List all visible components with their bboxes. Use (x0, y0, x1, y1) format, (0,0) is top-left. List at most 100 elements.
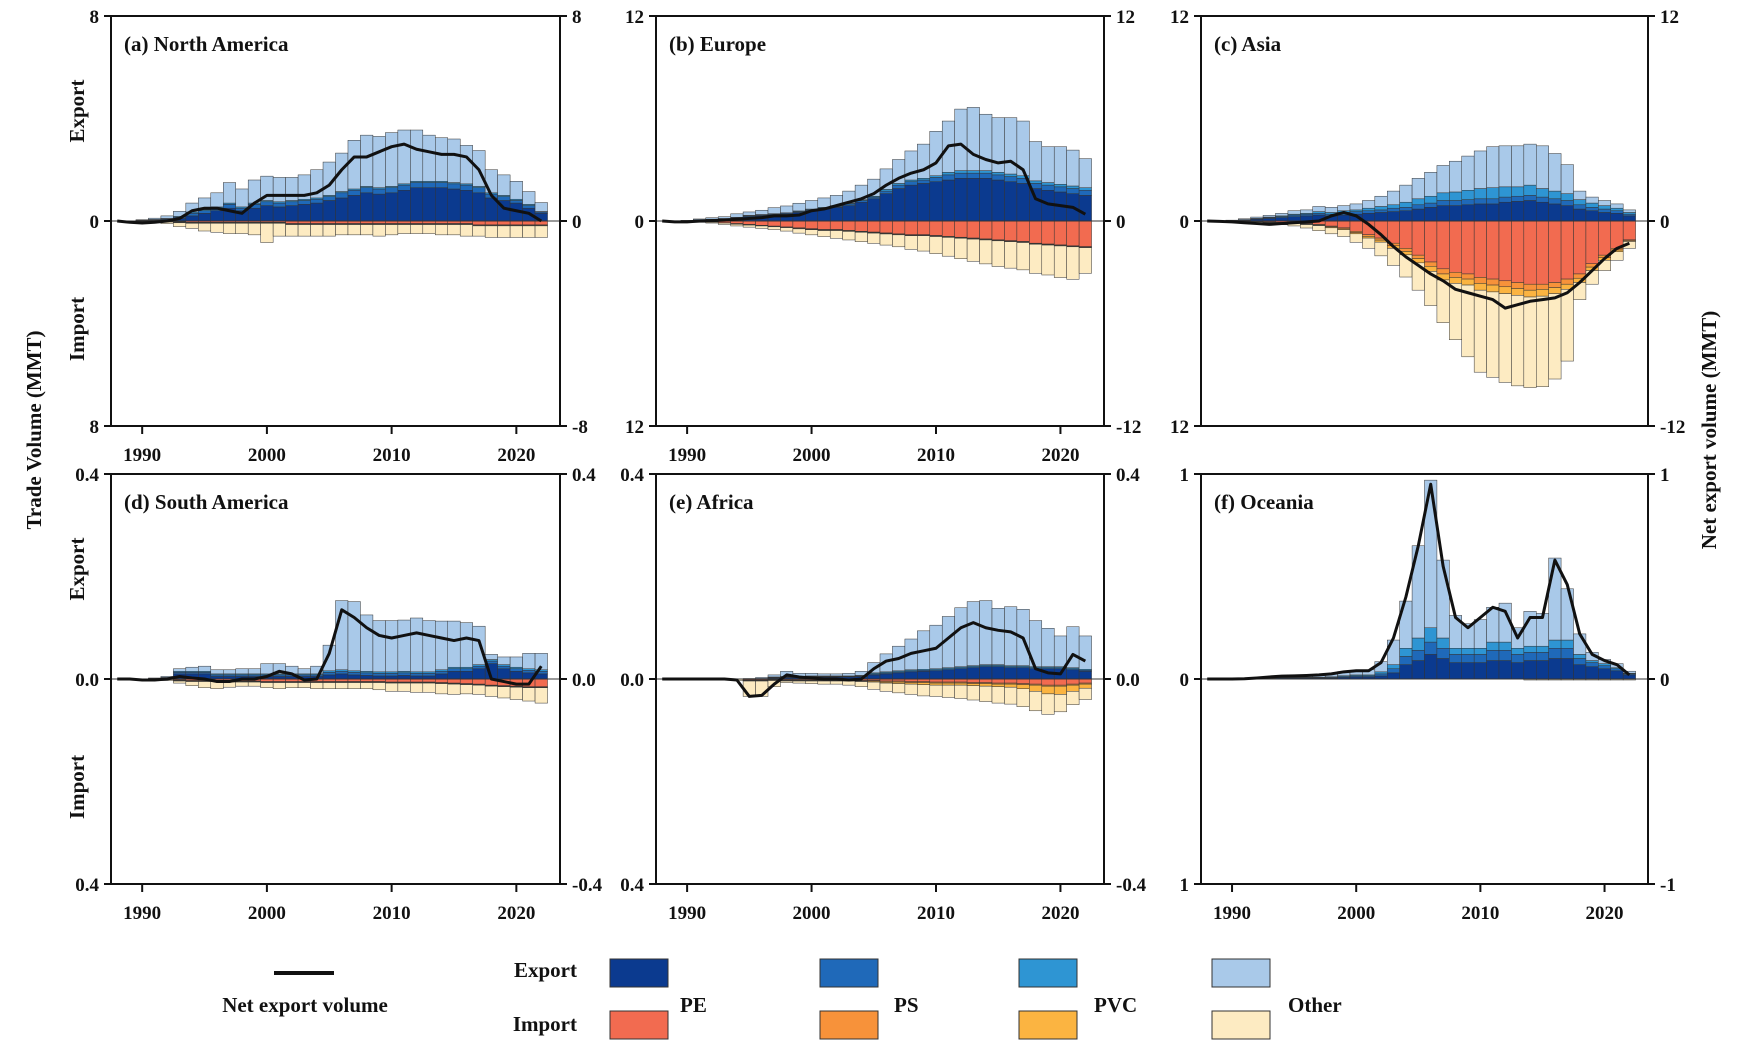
export-bar-ps (497, 665, 511, 670)
export-bar-ps (410, 182, 424, 188)
import-bar-pe (1029, 678, 1043, 685)
import-bar-pe (1473, 220, 1487, 278)
import-bar-pe (979, 220, 993, 240)
export-bar-pe (360, 675, 374, 680)
export-bar-other (1598, 200, 1611, 206)
export-bar-ps (372, 188, 386, 195)
export-bar-pe (892, 672, 906, 680)
export-bar-pe (1573, 208, 1587, 222)
import-bar-pe (1622, 220, 1636, 241)
export-bar-other (1523, 143, 1537, 186)
export-side-label: Export (65, 79, 89, 142)
import-bar-other (322, 224, 336, 237)
import-bar-other (1523, 296, 1537, 388)
export-bar-other (954, 108, 968, 171)
import-bar-pvc (1536, 289, 1549, 297)
import-bar-pe (1078, 220, 1092, 247)
panel-title: (f) Oceania (1214, 490, 1314, 514)
export-bar-other (534, 202, 548, 212)
export-bar-ps (1436, 200, 1450, 206)
export-bar-pvc (1610, 207, 1624, 212)
export-bar-pe (1399, 664, 1413, 680)
export-bar-other (235, 668, 249, 675)
export-bar-other (842, 673, 856, 677)
import-bar-pe (1053, 220, 1067, 246)
legend: Net export volume Export Import PE PS PVC O… (222, 958, 1342, 1040)
export-bar-pe (941, 179, 955, 222)
export-bar-pvc (1536, 645, 1549, 653)
export-bar-ps (335, 671, 349, 675)
export-bar-ps (410, 673, 424, 677)
export-bar-pe (979, 178, 993, 222)
export-bar-pe (1560, 658, 1574, 680)
export-bar-other (917, 143, 931, 179)
import-bar-other (372, 682, 386, 691)
export-bar-other (1461, 155, 1475, 191)
export-bar-other (372, 136, 386, 188)
export-bar-pvc (979, 170, 993, 174)
legend-import-swatch-ps (819, 1010, 879, 1040)
import-bar-pe (954, 220, 968, 238)
export-bar-other (522, 653, 536, 670)
import-bar-pe (941, 220, 955, 237)
export-bar-pvc (1387, 664, 1400, 670)
right-tick-label: 0.0 (1116, 670, 1140, 691)
import-bar-other (991, 240, 1005, 267)
export-bar-other (1610, 203, 1624, 209)
import-bar-other (247, 681, 261, 687)
export-bar-other (447, 620, 461, 668)
import-bar-pe (842, 220, 856, 231)
export-bar-ps (941, 174, 955, 181)
export-bar-pe (1461, 662, 1475, 680)
import-bar-other (322, 682, 336, 689)
export-bar-ps (322, 196, 336, 201)
x-tick-label: 2000 (793, 903, 831, 924)
export-bar-pvc (1573, 654, 1587, 659)
import-bar-pe (1585, 220, 1599, 264)
import-bar-ps (1498, 280, 1512, 288)
export-bar-other (1511, 145, 1525, 188)
import-bar-other (210, 223, 224, 233)
import-bar-other (285, 682, 299, 688)
legend-export-label: Export (514, 958, 577, 982)
import-bar-other (447, 224, 461, 236)
export-bar-other (173, 668, 187, 672)
export-bar-pe (472, 192, 486, 222)
import-bar-other (1078, 687, 1092, 700)
export-bar-pe (1436, 205, 1450, 222)
export-bar-ps (1598, 208, 1611, 213)
export-bar-pe (1424, 207, 1438, 222)
import-bar-pvc (929, 682, 943, 686)
panel-title: (e) Africa (669, 490, 754, 514)
import-bar-other (1374, 241, 1388, 257)
export-bar-pvc (1436, 637, 1450, 649)
export-bar-other (497, 656, 511, 665)
export-bar-other (805, 673, 819, 677)
export-bar-pe (904, 671, 918, 680)
legend-category-label: PE (680, 993, 707, 1017)
export-bar-other (435, 137, 448, 182)
export-bar-ps (1511, 654, 1525, 663)
export-bar-pe (1610, 670, 1624, 680)
x-tick-label: 2000 (1337, 903, 1375, 924)
export-bar-other (1560, 164, 1574, 194)
export-bar-pe (410, 187, 424, 222)
export-bar-pe (322, 674, 336, 680)
export-bar-ps (954, 172, 968, 179)
export-bar-other (1312, 206, 1326, 212)
import-bar-pe (1053, 678, 1067, 686)
panel-title: (d) South America (124, 490, 289, 514)
export-bar-ps (991, 174, 1005, 181)
import-bar-other (1461, 284, 1475, 358)
import-bar-pe (1411, 220, 1425, 256)
import-bar-pe (1016, 220, 1030, 242)
export-bar-other (297, 668, 311, 675)
export-bar-other (372, 620, 386, 673)
export-bar-ps (867, 196, 881, 200)
export-bar-other (1250, 216, 1264, 219)
export-bar-other (509, 181, 523, 200)
panel-title: (c) Asia (1214, 32, 1282, 56)
export-bar-pe (435, 673, 448, 680)
import-bar-pvc (1053, 685, 1067, 695)
